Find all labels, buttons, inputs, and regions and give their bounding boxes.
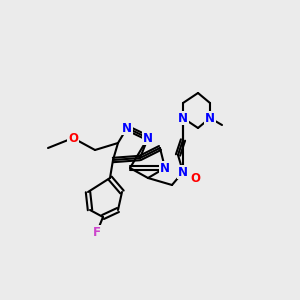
Text: O: O	[190, 172, 200, 184]
Text: O: O	[68, 131, 78, 145]
Text: N: N	[122, 122, 132, 134]
Text: N: N	[178, 112, 188, 124]
Text: N: N	[178, 166, 188, 178]
Text: N: N	[160, 161, 170, 175]
Text: N: N	[143, 131, 153, 145]
Text: F: F	[93, 226, 101, 238]
Text: N: N	[205, 112, 215, 124]
